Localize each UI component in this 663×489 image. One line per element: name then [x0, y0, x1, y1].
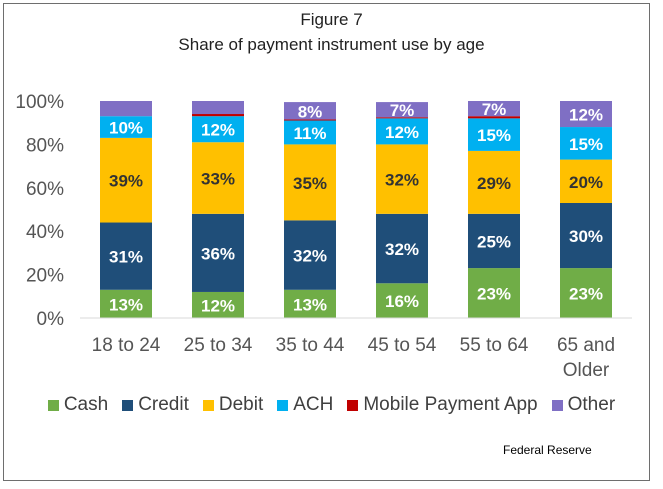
data-label: 35% [293, 174, 327, 193]
y-tick-label: 100% [15, 92, 64, 113]
data-label: 16% [385, 292, 419, 311]
data-label: 25% [477, 232, 511, 251]
bar-segment-other [468, 101, 520, 117]
data-label: 7% [482, 100, 507, 119]
legend-swatch [551, 399, 563, 411]
data-label: 10% [109, 119, 143, 138]
bar-segment-debit [560, 159, 612, 203]
data-label: 7% [390, 101, 415, 120]
legend-swatch [202, 399, 214, 411]
legend-swatch [47, 399, 59, 411]
x-tick-label: 45 to 54 [368, 335, 437, 356]
data-label: 12% [385, 123, 419, 142]
bar-segment-other [284, 102, 336, 120]
data-label: 13% [109, 295, 143, 314]
bar-segment-other [560, 101, 612, 128]
data-label: 12% [569, 106, 603, 125]
bar-segment-mobile-payment-app [468, 116, 520, 119]
data-label: 39% [109, 172, 143, 191]
x-tick-label: Older [563, 360, 610, 381]
bar-segment-other [100, 101, 152, 117]
bar-segment-ach [376, 118, 428, 145]
bar-segment-other [192, 101, 244, 115]
data-label: 23% [569, 285, 603, 304]
legend-label: Credit [138, 394, 189, 415]
bar-segment-credit [100, 222, 152, 290]
bar-segment-mobile-payment-app [192, 114, 244, 117]
bar-segment-cash [468, 268, 520, 318]
legend-item: Other [551, 394, 616, 416]
data-label: 12% [201, 121, 235, 140]
chart-title: Figure 7 [300, 10, 363, 29]
bar-segment-cash [560, 268, 612, 318]
bar-segment-cash [100, 289, 152, 318]
data-label: 32% [385, 240, 419, 259]
bar-segment-debit [192, 142, 244, 214]
x-tick-label: 65 and [557, 335, 615, 356]
legend-swatch [277, 399, 289, 411]
data-label: 32% [293, 247, 327, 266]
bar-segment-credit [192, 213, 244, 292]
bar-segment-ach [468, 118, 520, 151]
legend-label: Debit [218, 394, 264, 415]
y-tick-label: 20% [26, 266, 64, 287]
bar-segment-ach [284, 120, 336, 145]
data-label: 13% [293, 295, 327, 314]
bar-segment-cash [284, 289, 336, 318]
x-tick-label: 25 to 34 [184, 335, 253, 356]
bar-segment-other [376, 102, 428, 118]
legend-label: Other [567, 394, 616, 415]
legend-item: ACH [277, 394, 333, 416]
data-label: 33% [201, 170, 235, 189]
bar-segment-ach [192, 116, 244, 143]
legend-label: ACH [293, 394, 334, 415]
legend-label: Mobile Payment App [363, 394, 538, 415]
legend-item: Credit [122, 394, 189, 416]
y-tick-label: 40% [26, 222, 64, 243]
bar-segment-debit [100, 137, 152, 223]
legend-item: Cash [47, 394, 109, 416]
bar-segment-credit [284, 220, 336, 290]
data-label: 20% [569, 173, 603, 192]
bar-segment-credit [468, 213, 520, 269]
legend-item: Mobile Payment App [347, 394, 538, 416]
bar-segment-credit [560, 202, 612, 269]
chart-subtitle: Share of payment instrument use by age [178, 35, 485, 54]
y-tick-label: 80% [26, 135, 64, 156]
x-tick-label: 35 to 44 [276, 335, 345, 356]
data-label: 12% [201, 296, 235, 315]
bar-segment-cash [376, 283, 428, 318]
bar-segment-ach [100, 116, 152, 138]
data-label: 30% [569, 227, 603, 246]
data-label: 32% [385, 171, 419, 190]
data-label: 29% [477, 174, 511, 193]
data-label: 36% [201, 244, 235, 263]
bar-segment-debit [284, 144, 336, 221]
bar-segment-debit [468, 150, 520, 214]
chart-legend: Cash Credit Debit ACH Mobile Payment App Othe… [0, 394, 663, 416]
bar-segment-cash [192, 291, 244, 318]
bar-segment-mobile-payment-app [284, 119, 336, 121]
bar-segment-credit [376, 213, 428, 284]
data-label: 15% [569, 135, 603, 154]
data-label: 11% [293, 124, 326, 143]
y-tick-label: 60% [26, 179, 64, 200]
data-label: 15% [477, 126, 511, 145]
legend-swatch [347, 399, 359, 411]
legend-label: Cash [63, 394, 109, 415]
data-label: 8% [298, 102, 323, 121]
legend-swatch [122, 399, 134, 411]
bar-segment-mobile-payment-app [376, 117, 428, 119]
y-tick-label: 0% [37, 309, 65, 330]
bar-segment-ach [560, 127, 612, 160]
data-label: 31% [109, 248, 143, 267]
legend-item: Debit [202, 394, 264, 416]
x-tick-label: 55 to 64 [460, 335, 529, 356]
x-tick-label: 18 to 24 [92, 335, 161, 356]
source-note: Federal Reserve [503, 443, 592, 457]
data-label: 23% [477, 285, 511, 304]
bar-segment-debit [376, 144, 428, 214]
